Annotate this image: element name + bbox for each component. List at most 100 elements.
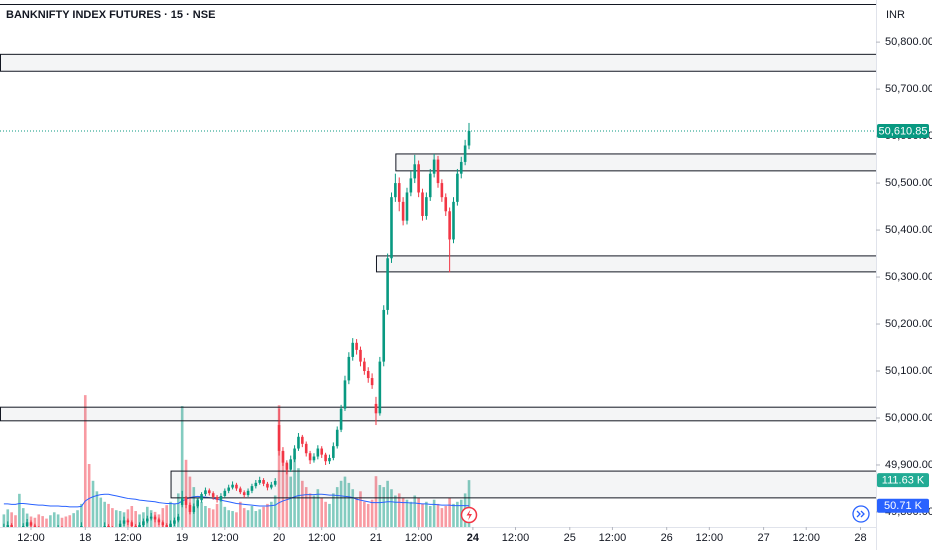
volume-bar [169, 501, 172, 527]
y-tick-label: 50,000.00 [885, 412, 932, 424]
x-tick-label: 18 [79, 532, 91, 544]
volume-bar [184, 459, 188, 527]
volume-bar [111, 508, 114, 527]
volume-bar [200, 501, 203, 527]
x-tick-label: 28 [854, 532, 866, 544]
volume-bar [378, 485, 382, 527]
volume-bar [250, 506, 254, 527]
volume-bar [196, 497, 199, 527]
candle-body [270, 484, 273, 488]
candle-body [25, 522, 29, 527]
volume-bar [18, 493, 21, 527]
zone [0, 53, 876, 72]
volume-bar [188, 476, 192, 527]
volume-bar [382, 487, 386, 527]
candle-body [6, 525, 10, 527]
candle-body [227, 487, 230, 491]
candle-body [223, 490, 227, 496]
volume-bar [103, 501, 106, 527]
x-tick-label: 27 [757, 532, 769, 544]
volume-bar [359, 491, 362, 527]
candle-body [165, 525, 168, 527]
candle-body [208, 490, 211, 494]
x-tick-label: 20 [273, 532, 285, 544]
candle-body [211, 493, 215, 497]
volume-bar [130, 506, 134, 527]
candle-body [173, 520, 176, 524]
candle-body [374, 403, 378, 414]
volume-bar [52, 512, 56, 527]
volume-bar [14, 515, 17, 527]
candle-body [413, 164, 417, 179]
x-tick-label: 19 [176, 532, 188, 544]
candle-body [467, 130, 471, 146]
candle-body [347, 356, 351, 381]
volume-bar [211, 509, 215, 527]
candle-body [188, 504, 192, 512]
volume-bar [386, 480, 389, 527]
y-tick-label: 50,700.00 [885, 83, 932, 95]
volume-bar [316, 489, 320, 527]
volume-bar [343, 476, 347, 527]
volume-bar [285, 464, 289, 527]
volume-bar [432, 499, 436, 527]
volume-bar [49, 515, 52, 527]
volume-bar [266, 503, 269, 527]
volume-bar [448, 497, 451, 527]
candle-body [246, 490, 250, 496]
candle-body [285, 462, 289, 470]
volume-bar [180, 406, 184, 527]
volume-bar [444, 506, 448, 527]
volume-bar [173, 503, 176, 527]
volume-bar [308, 493, 312, 527]
candle-body [316, 448, 320, 457]
volume-bar [351, 489, 355, 527]
volume-bar [204, 506, 207, 527]
volume-bar [339, 480, 343, 527]
candle-body [339, 408, 343, 430]
volume-bar [177, 493, 180, 527]
volume-bar [467, 480, 471, 527]
volume-bar [328, 503, 331, 527]
volume-bar [72, 513, 75, 527]
candle-body [363, 361, 366, 372]
volume-bar [235, 512, 238, 527]
volume-bar [95, 491, 99, 527]
candle-body [444, 197, 448, 212]
volume-bar [33, 517, 37, 527]
volume-bar [254, 511, 258, 527]
candle-body [332, 446, 335, 458]
volume-bar [83, 395, 87, 527]
volume-bar [417, 497, 420, 527]
candle-body [145, 518, 149, 522]
candle-body [440, 183, 444, 198]
candle-body [196, 500, 199, 507]
candle-body [281, 450, 285, 463]
candle-body [378, 361, 382, 414]
volume-bar [374, 476, 378, 527]
volume-bar [281, 451, 285, 527]
volume-bar [231, 511, 234, 527]
value-label: 111.63 K [882, 475, 925, 487]
volume-bar [293, 455, 296, 527]
volume-bar [401, 497, 405, 527]
candle-body [304, 443, 308, 454]
volume-bar [60, 517, 64, 527]
candle-body [359, 349, 362, 362]
volume-bar [161, 508, 165, 527]
y-tick-label: 50,300.00 [885, 271, 932, 283]
y-tick-label: 50,200.00 [885, 318, 932, 330]
candle-body [138, 525, 141, 527]
candle-body [289, 459, 293, 470]
candle-body [180, 497, 184, 505]
volume-bar [363, 501, 366, 527]
volume-ma-line [3, 493, 470, 508]
candle-body [235, 484, 238, 489]
candle-body [351, 342, 355, 357]
candle-body [328, 457, 331, 462]
volume-bar [289, 476, 293, 527]
y-tick-label: 50,500.00 [885, 177, 932, 189]
candle-body [312, 456, 316, 461]
volume-bar [242, 508, 246, 527]
scroll-to-realtime-button[interactable] [852, 505, 870, 523]
